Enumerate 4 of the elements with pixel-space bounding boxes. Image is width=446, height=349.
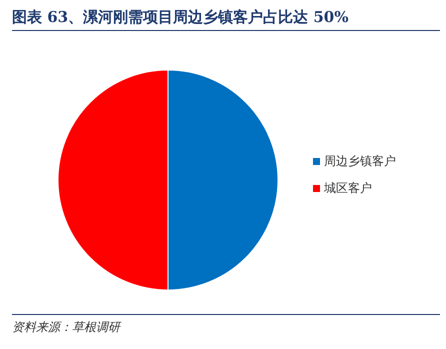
legend-label: 城区客户 bbox=[324, 181, 372, 195]
legend-label: 周边乡镇客户 bbox=[324, 154, 396, 168]
text: 资料来源：草根调研 bbox=[12, 319, 122, 336]
chart-title: 图表 63、漯河刚需项目周边乡镇客户占比达 50% bbox=[12, 8, 440, 31]
